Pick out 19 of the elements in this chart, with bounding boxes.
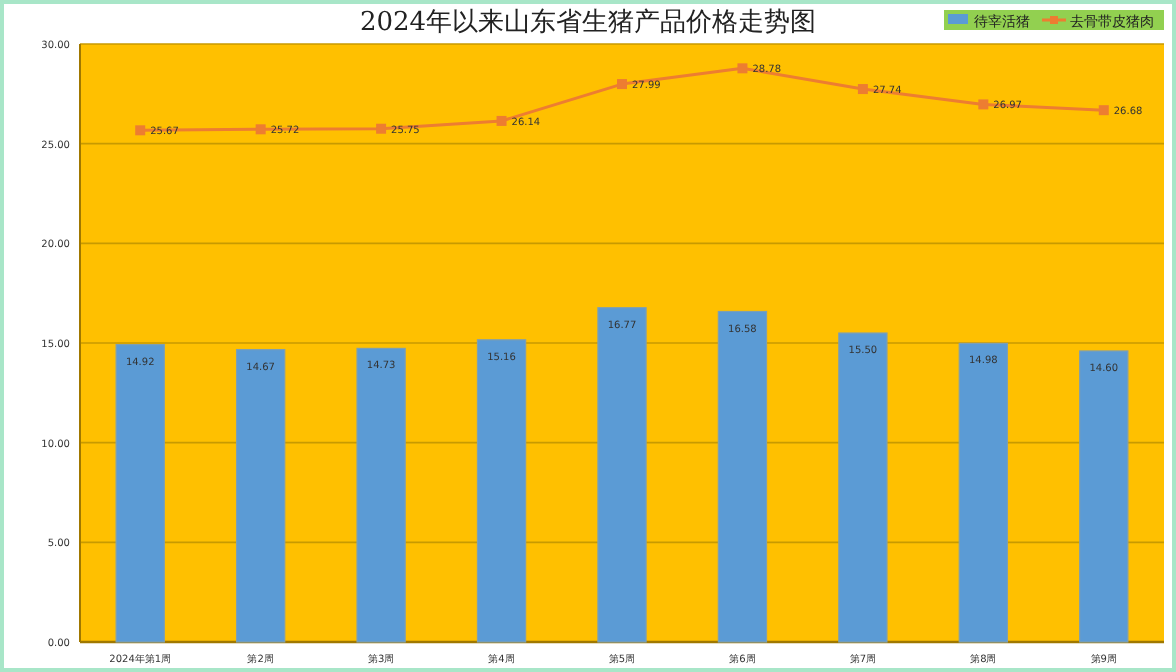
point [255, 124, 266, 135]
chart-title: 2024年以来山东省生猪产品价格走势图 [359, 8, 817, 38]
point [135, 125, 146, 136]
bar [235, 348, 286, 643]
bar [838, 332, 888, 643]
bar [115, 343, 165, 643]
bar [476, 339, 527, 643]
point [376, 123, 387, 134]
bar [958, 342, 1009, 643]
bar [717, 310, 768, 643]
point [617, 79, 627, 90]
point [737, 63, 748, 74]
point [978, 99, 989, 110]
bar [356, 347, 406, 643]
bar [1079, 350, 1129, 643]
point [1098, 105, 1109, 116]
point [496, 115, 507, 126]
point [857, 84, 868, 95]
bar [597, 307, 647, 643]
